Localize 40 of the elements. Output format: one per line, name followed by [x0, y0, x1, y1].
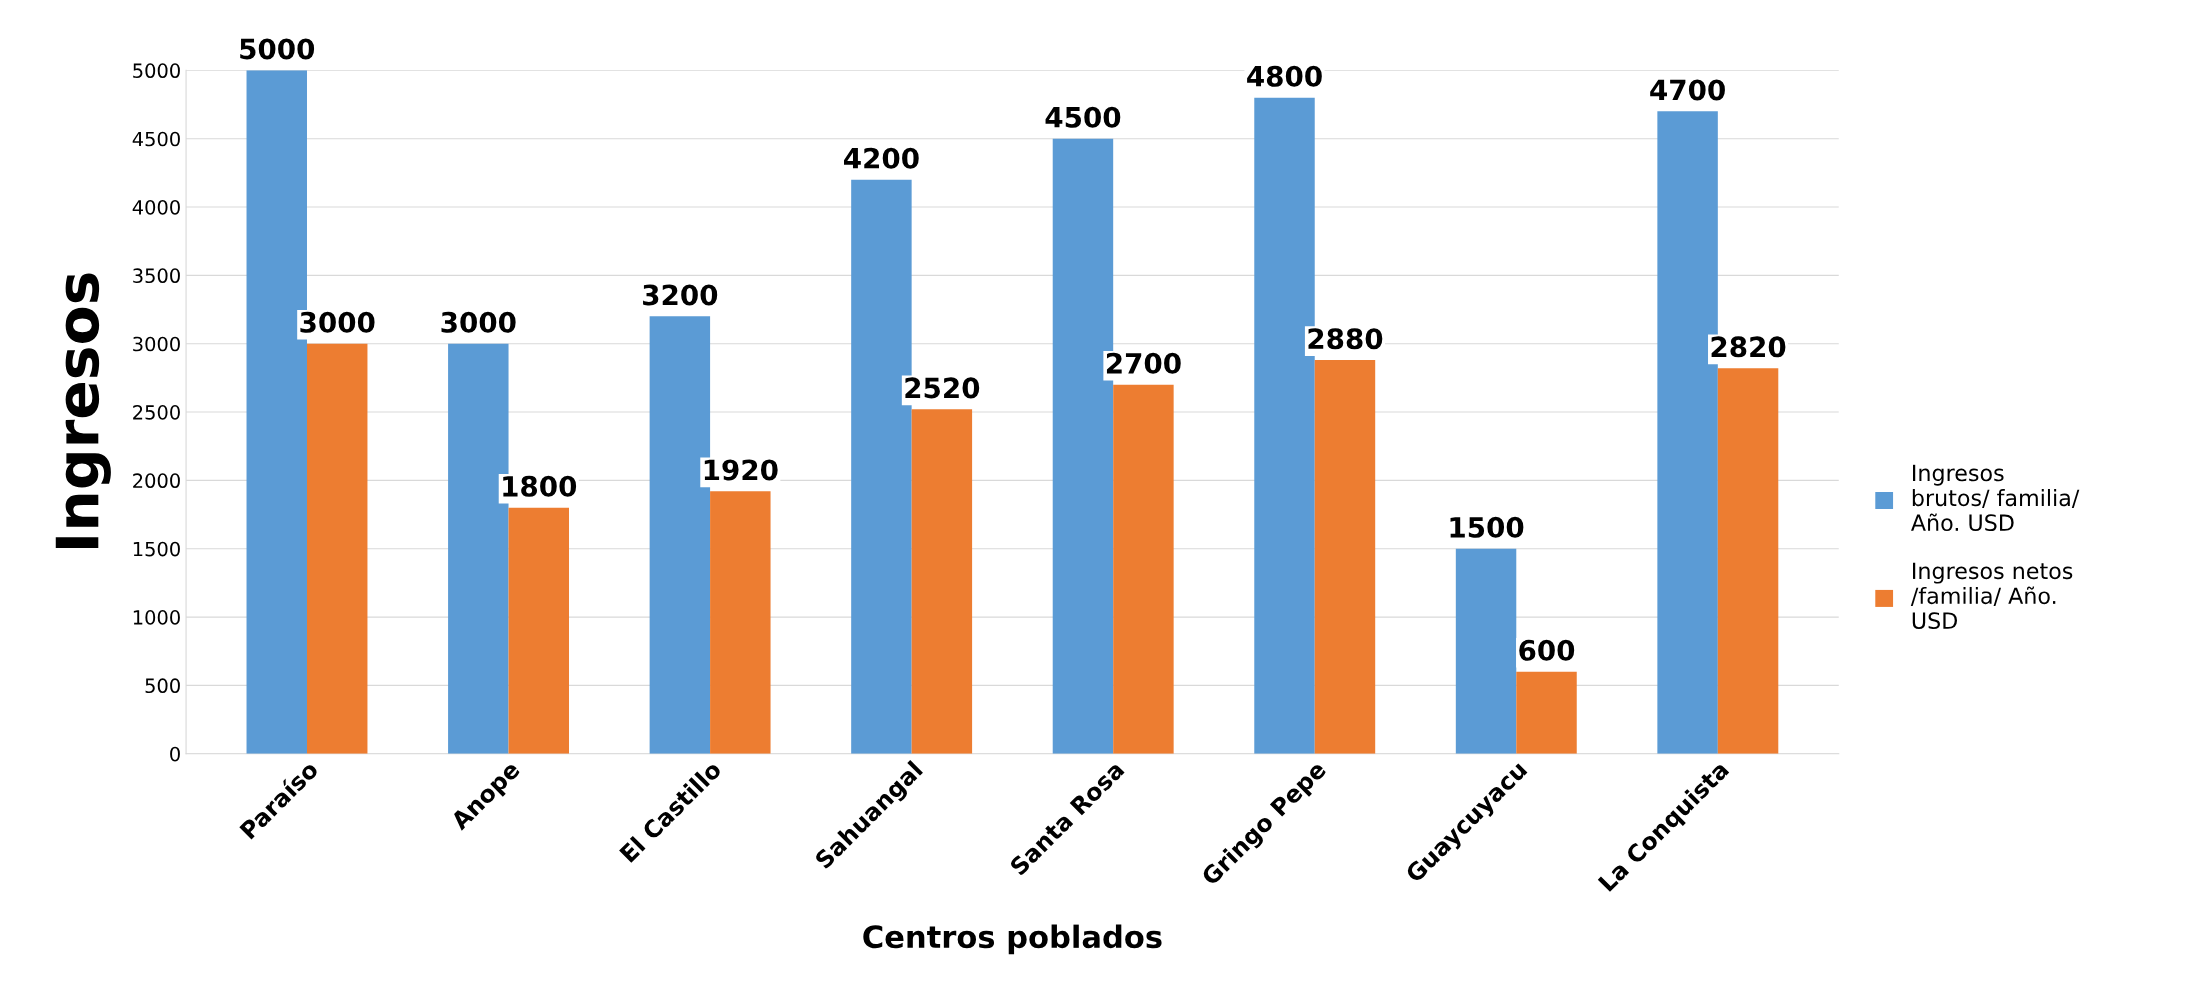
bar	[1113, 384, 1174, 754]
y-tick-label: 2500	[133, 405, 180, 420]
y-tick-label: 1500	[133, 541, 180, 557]
bar	[911, 409, 973, 754]
data-label: 4200	[844, 147, 919, 169]
y-tick-label: 500	[145, 678, 180, 694]
y-tick-label: 3500	[133, 268, 180, 284]
y-tick-label: 4000	[132, 199, 180, 215]
bar	[1455, 548, 1517, 754]
data-label: 1920	[704, 459, 778, 481]
data-label: 600	[1519, 639, 1575, 661]
y-tick-label: 2000	[133, 473, 180, 489]
y-tick-label: 5000	[133, 63, 180, 79]
bar	[1516, 671, 1577, 754]
data-label: 3000	[441, 311, 516, 333]
data-label: 3200	[643, 284, 718, 306]
data-label: 5000	[240, 38, 315, 60]
legend-label: Ingresos netos /familia/ Año. USD	[1910, 562, 2073, 630]
bar	[1314, 360, 1376, 754]
bar	[508, 507, 570, 754]
data-label: 1500	[1450, 516, 1524, 538]
data-label: 2880	[1308, 328, 1383, 350]
bar	[306, 343, 368, 754]
y-tick-label: 0	[170, 746, 180, 762]
data-label: 2700	[1106, 352, 1181, 374]
y-axis-title: Ingresos	[55, 273, 111, 549]
x-axis-title: Centros poblados	[863, 924, 1162, 955]
y-tick-label: 3000	[133, 336, 180, 352]
y-tick-label: 4500	[132, 131, 180, 147]
legend-label: Ingresos brutos/ familia/ Año. USD	[1911, 464, 2080, 532]
y-tick-label: 1000	[133, 610, 180, 625]
data-label: 2820	[1711, 336, 1786, 358]
data-label: 3000	[300, 311, 375, 333]
data-label: 1800	[503, 475, 577, 497]
data-label: 2520	[905, 377, 980, 399]
bar	[710, 491, 771, 754]
data-label: 4800	[1247, 65, 1322, 87]
data-label: 4700	[1650, 79, 1725, 101]
bar	[1717, 368, 1779, 754]
data-label: 4500	[1045, 106, 1121, 128]
